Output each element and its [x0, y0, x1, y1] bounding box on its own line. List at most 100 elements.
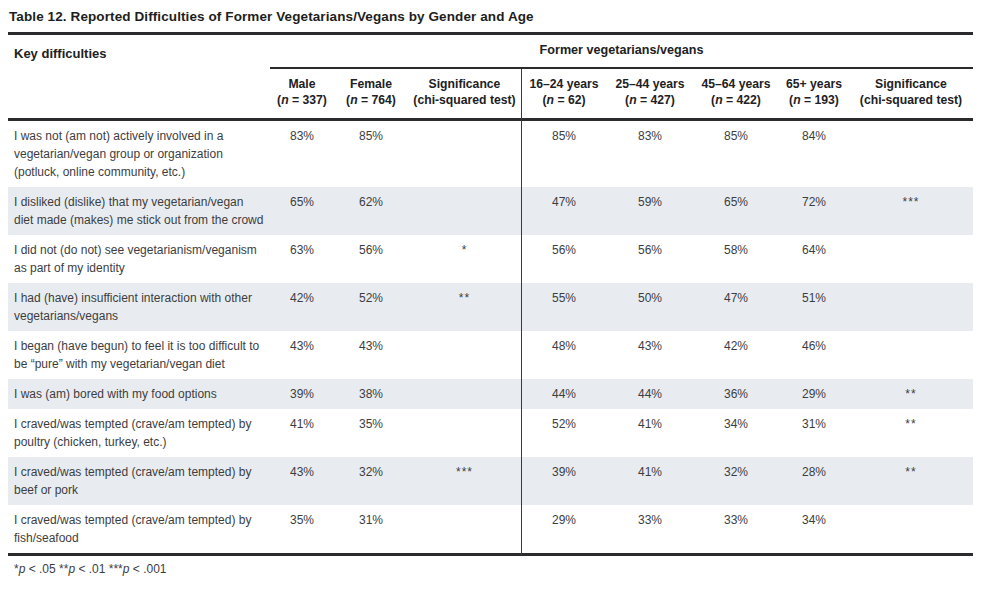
table-title: Table 12. Reported Difficulties of Forme… — [8, 9, 973, 24]
cell-age-16-24: 55% — [521, 283, 607, 331]
cell-age-45-64: 47% — [693, 283, 779, 331]
cell-significance-gender — [408, 121, 521, 187]
significance-footnote: *p < .05 **p < .01 ***p < .001 — [8, 562, 973, 576]
cell-significance-age: ** — [849, 457, 973, 505]
cell-significance-age — [849, 331, 973, 379]
document-page: Table 12. Reported Difficulties of Forme… — [0, 0, 981, 601]
cell-age-65-plus: 51% — [779, 283, 849, 331]
cell-age-45-64: 42% — [693, 331, 779, 379]
column-header-age-25-44: 25–44 years (n = 427) — [607, 76, 693, 118]
cell-age-65-plus: 84% — [779, 121, 849, 187]
cell-age-16-24: 47% — [521, 187, 607, 235]
cell-significance-age — [849, 283, 973, 331]
cell-female: 52% — [334, 283, 408, 331]
cell-age-65-plus: 34% — [779, 505, 849, 553]
table-row: I began (have begun) to feel it is too d… — [8, 331, 973, 379]
column-group-former-vegetarians: Former vegetarians/vegans — [270, 35, 973, 69]
cell-significance-age — [849, 505, 973, 553]
cell-age-65-plus: 28% — [779, 457, 849, 505]
cell-female: 32% — [334, 457, 408, 505]
column-header-key-difficulties: Key difficulties — [8, 44, 270, 61]
column-header-significance-gender: Significance (chi-squared test) — [408, 76, 521, 118]
column-header-age-16-24: 16–24 years (n = 62) — [521, 76, 607, 118]
cell-significance-age — [849, 235, 973, 283]
cell-significance-gender — [408, 187, 521, 235]
cell-significance-age — [849, 121, 973, 187]
header-row-group: Key difficulties Former vegetarians/vega… — [8, 35, 973, 69]
cell-significance-gender — [408, 505, 521, 553]
cell-female: 62% — [334, 187, 408, 235]
cell-age-65-plus: 29% — [779, 379, 849, 409]
table-row: I craved/was tempted (crave/am tempted) … — [8, 409, 973, 457]
cell-age-25-44: 56% — [607, 235, 693, 283]
cell-age-45-64: 34% — [693, 409, 779, 457]
cell-age-25-44: 59% — [607, 187, 693, 235]
cell-age-25-44: 33% — [607, 505, 693, 553]
cell-age-25-44: 41% — [607, 409, 693, 457]
cell-significance-gender: * — [408, 235, 521, 283]
cell-male: 39% — [270, 379, 334, 409]
cell-female: 31% — [334, 505, 408, 553]
cell-significance-gender — [408, 379, 521, 409]
cell-male: 63% — [270, 235, 334, 283]
cell-age-45-64: 36% — [693, 379, 779, 409]
cell-significance-age: *** — [849, 187, 973, 235]
cell-significance-gender: ** — [408, 283, 521, 331]
cell-age-45-64: 33% — [693, 505, 779, 553]
cell-age-25-44: 43% — [607, 331, 693, 379]
table-row: I was (am) bored with my food options 39… — [8, 379, 973, 409]
cell-significance-gender: *** — [408, 457, 521, 505]
table-row: I disliked (dislike) that my vegetarian/… — [8, 187, 973, 235]
difficulty-label: I craved/was tempted (crave/am tempted) … — [8, 505, 270, 553]
cell-age-25-44: 41% — [607, 457, 693, 505]
cell-female: 56% — [334, 235, 408, 283]
bottom-rule — [8, 553, 973, 556]
cell-age-65-plus: 64% — [779, 235, 849, 283]
column-header-age-65-plus: 65+ years (n = 193) — [779, 76, 849, 118]
cell-age-65-plus: 31% — [779, 409, 849, 457]
cell-male: 42% — [270, 283, 334, 331]
header-spacer — [8, 76, 270, 118]
cell-age-25-44: 44% — [607, 379, 693, 409]
cell-significance-gender — [408, 409, 521, 457]
cell-female: 85% — [334, 121, 408, 187]
cell-female: 35% — [334, 409, 408, 457]
table-row: I craved/was tempted (crave/am tempted) … — [8, 457, 973, 505]
cell-male: 65% — [270, 187, 334, 235]
difficulty-label: I began (have begun) to feel it is too d… — [8, 331, 270, 379]
cell-age-16-24: 29% — [521, 505, 607, 553]
cell-age-16-24: 39% — [521, 457, 607, 505]
cell-age-16-24: 85% — [521, 121, 607, 187]
table-row: I had (have) insufficient interaction wi… — [8, 283, 973, 331]
difficulty-label: I had (have) insufficient interaction wi… — [8, 283, 270, 331]
difficulty-label: I disliked (dislike) that my vegetarian/… — [8, 187, 270, 235]
gender-age-divider — [521, 69, 522, 556]
cell-female: 38% — [334, 379, 408, 409]
cell-age-25-44: 50% — [607, 283, 693, 331]
difficulty-label: I craved/was tempted (crave/am tempted) … — [8, 457, 270, 505]
cell-age-65-plus: 72% — [779, 187, 849, 235]
difficulty-label: I was not (am not) actively involved in … — [8, 121, 270, 187]
cell-age-45-64: 58% — [693, 235, 779, 283]
header-row-columns: Male (n = 337) Female (n = 764) Signific… — [8, 69, 973, 118]
table-row: I was not (am not) actively involved in … — [8, 121, 973, 187]
cell-male: 43% — [270, 331, 334, 379]
table-row: I did not (do not) see vegetarianism/veg… — [8, 235, 973, 283]
column-header-male: Male (n = 337) — [270, 76, 334, 118]
cell-age-25-44: 83% — [607, 121, 693, 187]
cell-age-16-24: 52% — [521, 409, 607, 457]
cell-male: 41% — [270, 409, 334, 457]
difficulty-label: I craved/was tempted (crave/am tempted) … — [8, 409, 270, 457]
cell-significance-gender — [408, 331, 521, 379]
cell-male: 35% — [270, 505, 334, 553]
cell-age-16-24: 48% — [521, 331, 607, 379]
cell-significance-age: ** — [849, 409, 973, 457]
cell-significance-age: ** — [849, 379, 973, 409]
cell-age-16-24: 44% — [521, 379, 607, 409]
cell-male: 83% — [270, 121, 334, 187]
column-header-significance-age: Significance (chi-squared test) — [849, 76, 973, 118]
table-row: I craved/was tempted (crave/am tempted) … — [8, 505, 973, 553]
cell-age-45-64: 32% — [693, 457, 779, 505]
data-table: Key difficulties Former vegetarians/vega… — [8, 35, 973, 556]
column-header-age-45-64: 45–64 years (n = 422) — [693, 76, 779, 118]
